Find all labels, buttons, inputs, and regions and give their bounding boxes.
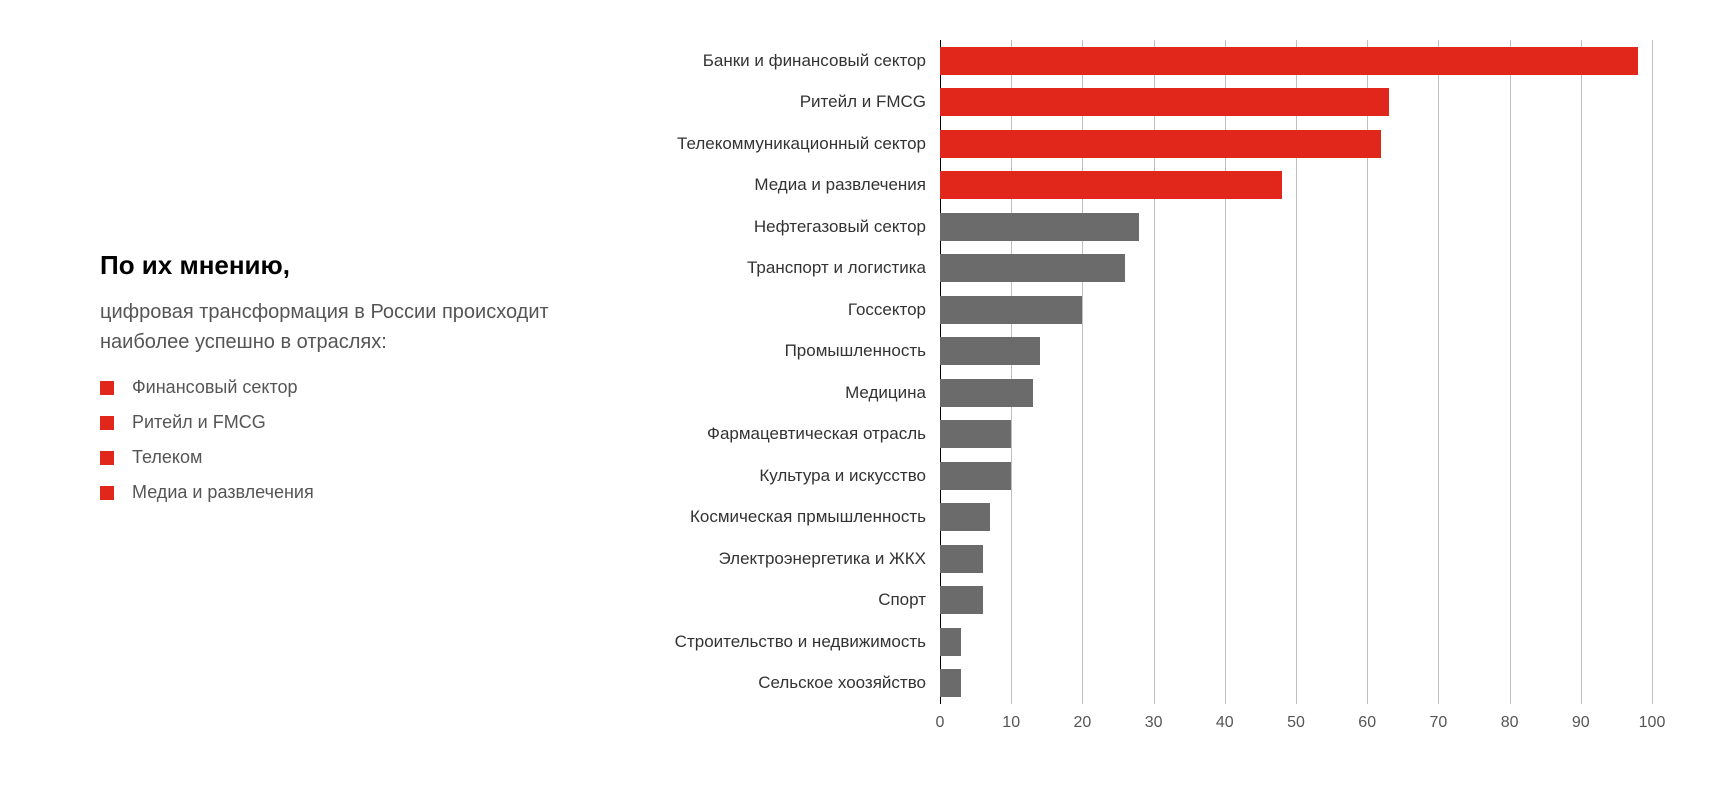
x-tick-label: 80 xyxy=(1501,714,1519,732)
legend-swatch xyxy=(100,486,114,500)
bar-chart: 0102030405060708090100 Банки и финансовы… xyxy=(640,20,1652,744)
bar-wrap xyxy=(940,47,1652,75)
bar-wrap xyxy=(940,462,1652,490)
legend-item: Ритейл и FMCG xyxy=(100,412,600,433)
bar-row: Нефтегазовый сектор xyxy=(640,206,1652,248)
bar xyxy=(940,213,1139,241)
bar-wrap xyxy=(940,586,1652,614)
bar-wrap xyxy=(940,379,1652,407)
bar-row: Сельское хоозяйство xyxy=(640,663,1652,705)
legend-swatch xyxy=(100,416,114,430)
bar-row: Культура и искусство xyxy=(640,455,1652,497)
chart-panel: 0 10 20 30 40 50 60 70 80 90 100 Банки и финансовы… xyxy=(640,0,1712,804)
bar xyxy=(940,586,983,614)
bar-label: Электроэнергетика и ЖКХ xyxy=(640,549,940,569)
bar-wrap xyxy=(940,420,1652,448)
bar-wrap xyxy=(940,130,1652,158)
bar xyxy=(940,337,1040,365)
bar-wrap xyxy=(940,296,1652,324)
bar-label: Промышленность xyxy=(640,341,940,361)
bar-wrap xyxy=(940,171,1652,199)
gridline xyxy=(1652,40,1653,704)
bar xyxy=(940,296,1082,324)
bar xyxy=(940,545,983,573)
bar-label: Фармацевтическая отрасль xyxy=(640,424,940,444)
bar-label: Телекоммуникационный сектор xyxy=(640,134,940,154)
bar-row: Медиа и развлечения xyxy=(640,165,1652,207)
bar-row: Фармацевтическая отрасль xyxy=(640,414,1652,456)
bar-wrap xyxy=(940,88,1652,116)
legend-label: Телеком xyxy=(132,447,202,468)
bar-wrap xyxy=(940,503,1652,531)
bar xyxy=(940,47,1638,75)
bar-row: Спорт xyxy=(640,580,1652,622)
bar-row: Телекоммуникационный сектор xyxy=(640,123,1652,165)
x-tick-label: 0 xyxy=(936,714,945,732)
bar-row: Госсектор xyxy=(640,289,1652,331)
bar-row: Космическая прмышленность xyxy=(640,497,1652,539)
bar-wrap xyxy=(940,337,1652,365)
bar-wrap xyxy=(940,254,1652,282)
bar xyxy=(940,171,1282,199)
bar-row: Ритейл и FMCG xyxy=(640,82,1652,124)
x-tick-label: 90 xyxy=(1572,714,1590,732)
bar xyxy=(940,503,990,531)
x-tick-label: 60 xyxy=(1358,714,1376,732)
legend-list: Финансовый сектор Ритейл и FMCG Телеком Мед… xyxy=(100,377,600,503)
legend-label: Финансовый сектор xyxy=(132,377,298,398)
bar-wrap xyxy=(940,545,1652,573)
bar xyxy=(940,88,1389,116)
bar-wrap xyxy=(940,213,1652,241)
legend-label: Ритейл и FMCG xyxy=(132,412,266,433)
x-tick-label: 70 xyxy=(1429,714,1447,732)
bar-label: Транспорт и логистика xyxy=(640,258,940,278)
bar-label: Ритейл и FMCG xyxy=(640,92,940,112)
bar-wrap xyxy=(940,628,1652,656)
legend-item: Медиа и развлечения xyxy=(100,482,600,503)
bar xyxy=(940,254,1125,282)
x-tick-label: 30 xyxy=(1145,714,1163,732)
x-tick-label: 10 xyxy=(1002,714,1020,732)
x-tick-label: 20 xyxy=(1073,714,1091,732)
bar xyxy=(940,628,961,656)
bar-label: Культура и искусство xyxy=(640,466,940,486)
page-root: По их мнению, цифровая трансформация в Р… xyxy=(0,0,1712,804)
legend-item: Телеком xyxy=(100,447,600,468)
bar-row: Электроэнергетика и ЖКХ xyxy=(640,538,1652,580)
bar-label: Банки и финансовый сектор xyxy=(640,51,940,71)
bar-label: Спорт xyxy=(640,590,940,610)
bar xyxy=(940,420,1011,448)
x-tick-label: 100 xyxy=(1639,714,1666,732)
bar-label: Нефтегазовый сектор xyxy=(640,217,940,237)
bar-row: Транспорт и логистика xyxy=(640,248,1652,290)
bar xyxy=(940,379,1033,407)
bar-row: Медицина xyxy=(640,372,1652,414)
bar-rows: Банки и финансовый сектор Ритейл и FMCG Те… xyxy=(640,40,1652,704)
x-tick-label: 40 xyxy=(1216,714,1234,732)
bar-label: Медиа и развлечения xyxy=(640,175,940,195)
legend-item: Финансовый сектор xyxy=(100,377,600,398)
bar-label: Строительство и недвижимость xyxy=(640,632,940,652)
bar-label: Космическая прмышленность xyxy=(640,507,940,527)
bar xyxy=(940,130,1381,158)
bar-row: Строительство и недвижимость xyxy=(640,621,1652,663)
bar-label: Госсектор xyxy=(640,300,940,320)
left-panel: По их мнению, цифровая трансформация в Р… xyxy=(0,0,640,804)
legend-swatch xyxy=(100,381,114,395)
legend-label: Медиа и развлечения xyxy=(132,482,314,503)
bar-wrap xyxy=(940,669,1652,697)
bar-row: Банки и финансовый сектор xyxy=(640,40,1652,82)
x-tick-label: 50 xyxy=(1287,714,1305,732)
bar-label: Медицина xyxy=(640,383,940,403)
bar xyxy=(940,462,1011,490)
bar-row: Промышленность xyxy=(640,331,1652,373)
bar xyxy=(940,669,961,697)
legend-swatch xyxy=(100,451,114,465)
left-subtitle: цифровая трансформация в России происход… xyxy=(100,297,600,357)
bar-label: Сельское хоозяйство xyxy=(640,673,940,693)
left-title: По их мнению, xyxy=(100,250,600,281)
